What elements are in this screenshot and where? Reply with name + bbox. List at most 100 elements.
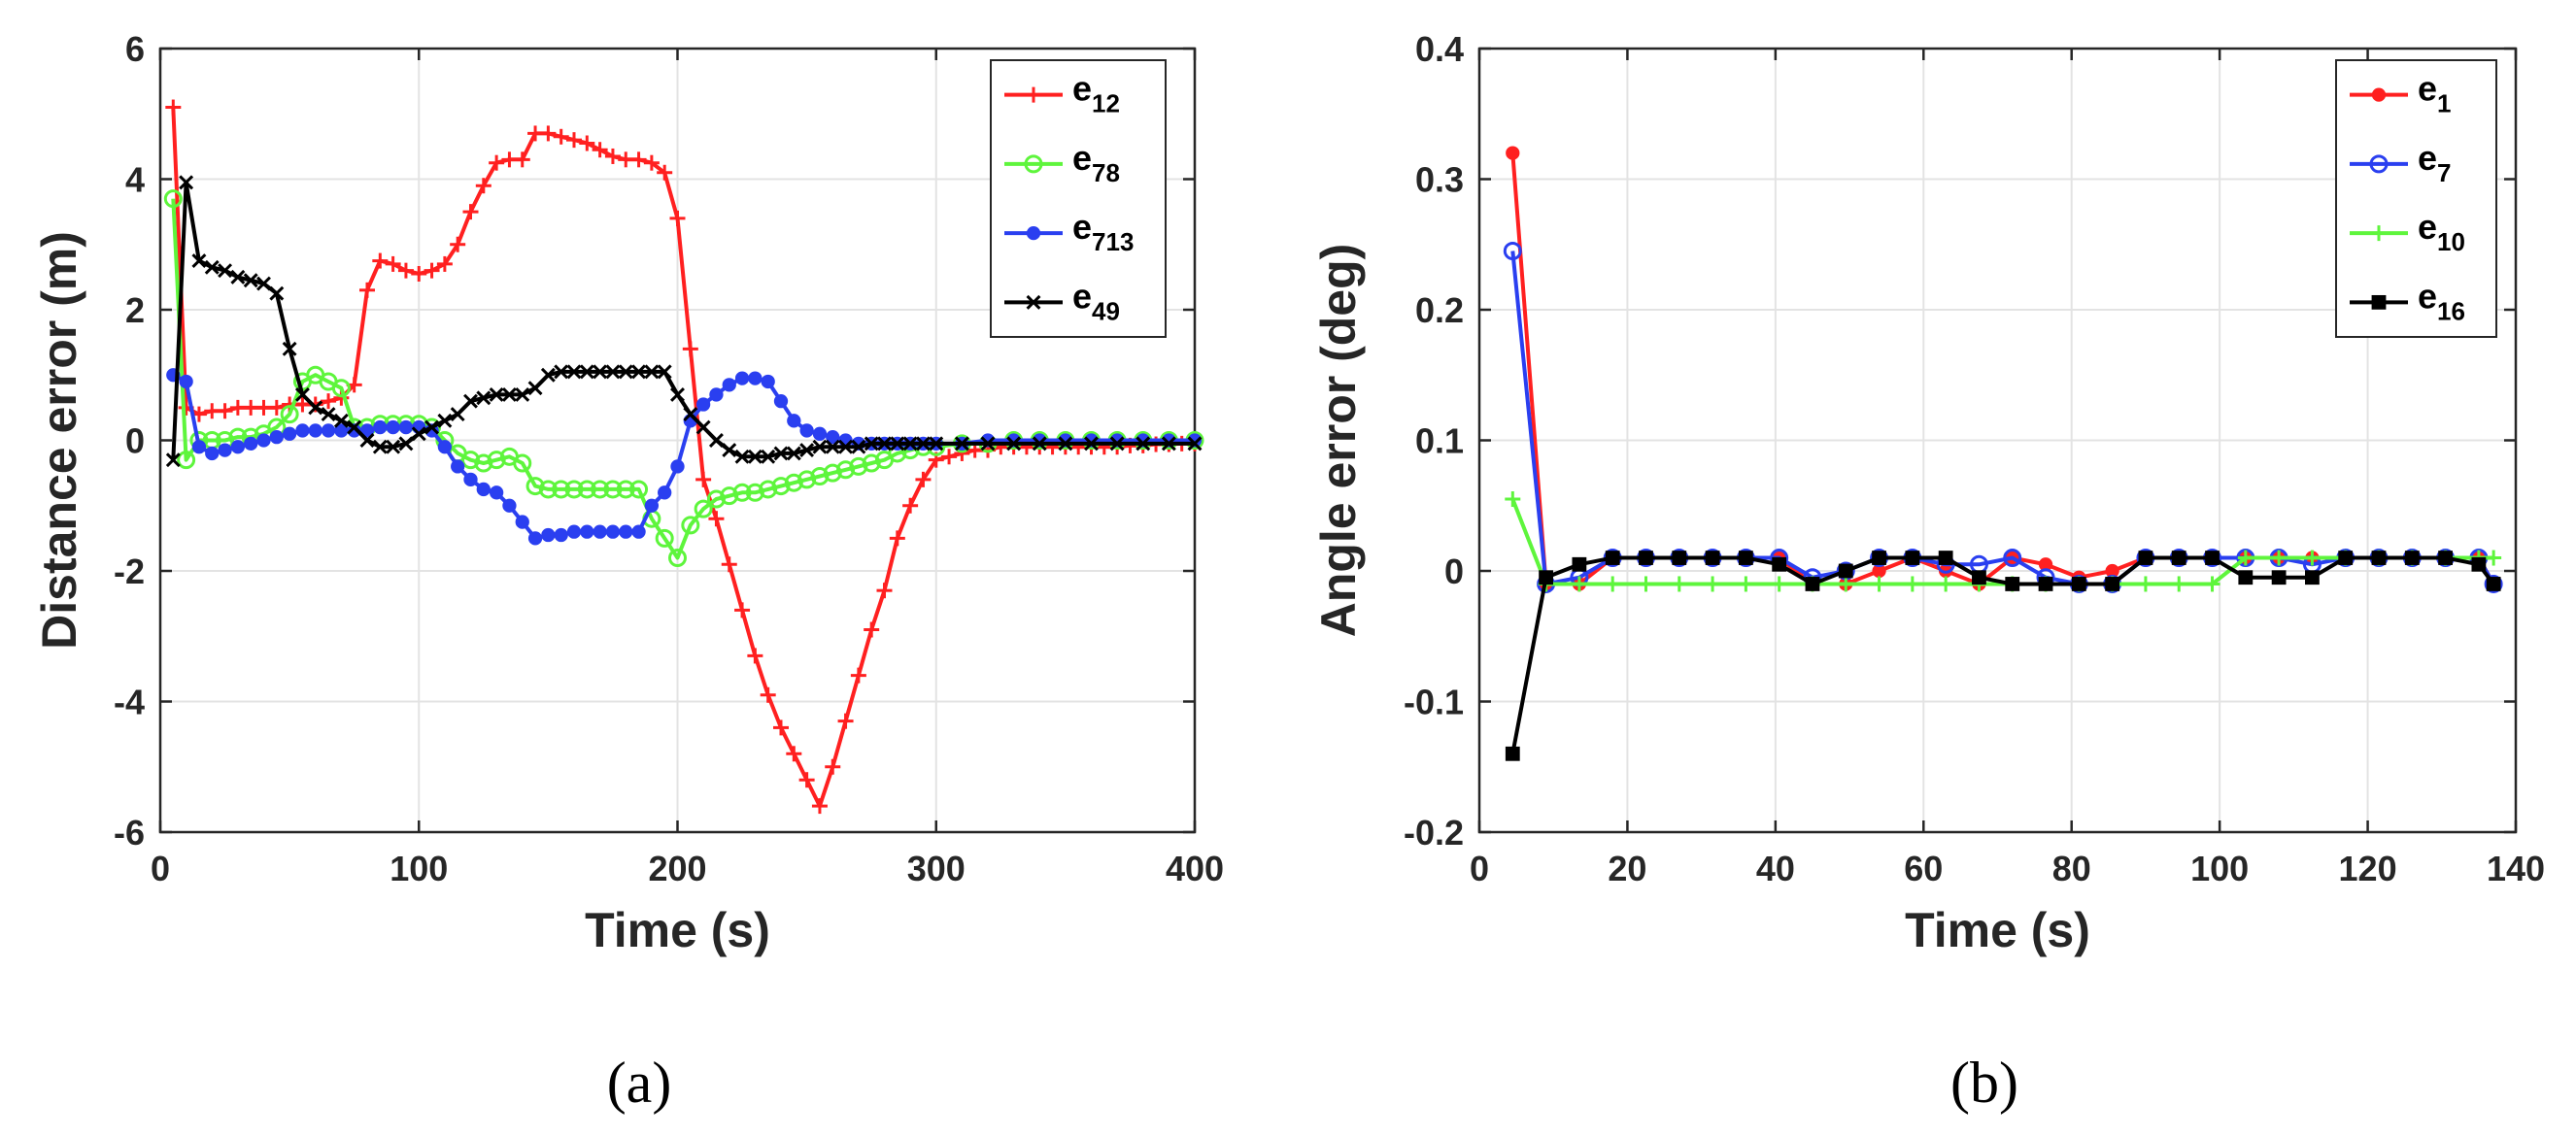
data-point-e12	[941, 449, 958, 465]
data-point-e713	[451, 459, 465, 474]
x-tick-label: 200	[648, 849, 706, 888]
data-point-e713	[541, 527, 556, 543]
legend-marker	[1026, 86, 1041, 103]
y-tick-label: -2	[114, 552, 145, 591]
data-point-e12	[721, 556, 737, 573]
data-point-e12	[436, 255, 453, 272]
data-point-e713	[205, 446, 220, 461]
data-point-e12	[489, 154, 505, 171]
data-point-e49	[890, 436, 905, 451]
data-point-e49	[411, 426, 426, 442]
data-point-e12	[837, 713, 854, 729]
data-point-e12	[424, 262, 440, 279]
data-point-e16	[2138, 551, 2153, 565]
data-point-e16	[1672, 551, 1687, 565]
data-point-e49	[1161, 436, 1176, 451]
data-point-e49	[527, 381, 543, 396]
data-point-e713	[515, 515, 529, 529]
data-point-e49	[670, 386, 685, 402]
data-point-e12	[553, 128, 569, 145]
x-tick-label: 400	[1166, 849, 1224, 888]
data-point-e49	[734, 449, 750, 464]
data-point-e713	[619, 524, 633, 539]
data-point-e713	[838, 433, 853, 448]
chart-a-ylabel: Distance error (m)	[32, 231, 86, 650]
data-point-e12	[811, 798, 828, 815]
data-point-e78	[177, 451, 196, 470]
chart-b-xlabel: Time (s)	[1905, 903, 2090, 957]
data-point-e713	[580, 524, 594, 539]
data-point-e10	[1771, 576, 1787, 592]
data-point-e49	[864, 436, 879, 451]
data-point-e12	[604, 148, 621, 164]
legend-label-subscript: 12	[1092, 89, 1120, 118]
legend-label-subscript: 10	[2437, 227, 2465, 256]
data-point-e12	[669, 210, 686, 226]
x-tick-label: 140	[2487, 849, 2545, 888]
data-point-e49	[683, 407, 698, 422]
data-point-e78	[655, 528, 674, 548]
data-point-e16	[2005, 577, 2020, 591]
data-point-e713	[695, 397, 711, 412]
data-point-e16	[1938, 551, 1953, 565]
data-point-e713	[256, 433, 271, 448]
data-point-e12	[747, 648, 763, 664]
data-point-e49	[1109, 436, 1125, 451]
data-point-e16	[1805, 577, 1820, 591]
data-point-e49	[243, 273, 258, 288]
data-point-e713	[398, 419, 414, 435]
data-point-e49	[515, 386, 530, 402]
data-point-e10	[1904, 576, 1920, 592]
data-point-e713	[463, 472, 478, 487]
data-point-e713	[734, 371, 750, 385]
data-point-e49	[773, 446, 789, 461]
data-point-e78	[771, 477, 791, 496]
data-point-e49	[554, 364, 569, 380]
data-point-e16	[1872, 551, 1886, 565]
chart-a-caption: (a)	[607, 1051, 672, 1115]
data-point-e713	[566, 524, 582, 539]
data-point-e78	[163, 189, 183, 209]
data-point-e49	[347, 419, 362, 435]
data-point-e10	[2204, 576, 2220, 592]
data-point-e12	[864, 621, 880, 638]
data-point-e49	[1084, 436, 1099, 451]
y-tick-label: -0.2	[1404, 813, 1464, 853]
data-point-e12	[915, 471, 932, 487]
data-point-e10	[1938, 576, 1954, 592]
data-point-e713	[761, 374, 775, 389]
chart-a-distance-error: 0 100 200 300 400 -6 -4 -2 0 2 4 6 Time (s) Distance …	[32, 29, 1224, 1115]
data-point-e16	[2338, 551, 2354, 565]
series-e49	[165, 175, 1203, 468]
data-point-e49	[359, 433, 375, 448]
data-point-e49	[179, 175, 194, 190]
data-point-e49	[902, 436, 918, 451]
data-point-e78	[461, 451, 480, 470]
data-point-e49	[593, 364, 608, 380]
data-point-e1	[1506, 146, 1520, 160]
series-line-e49	[171, 180, 1195, 460]
data-point-e16	[1705, 551, 1720, 565]
data-point-e713	[437, 440, 453, 454]
data-point-e78	[797, 470, 817, 489]
data-point-e78	[280, 405, 299, 424]
data-point-e49	[825, 439, 840, 454]
data-point-e49	[618, 364, 633, 380]
data-point-e78	[706, 489, 726, 509]
legend-marker	[1024, 154, 1043, 174]
data-point-e10	[2237, 550, 2254, 566]
data-point-e49	[877, 436, 892, 451]
data-point-e78	[487, 451, 506, 470]
data-point-e12	[643, 154, 660, 171]
chart-b-ylabel: Angle error (deg)	[1311, 244, 1366, 638]
data-point-e713	[748, 371, 763, 385]
data-point-e49	[708, 433, 724, 448]
data-point-e49	[657, 364, 672, 380]
data-point-e49	[838, 439, 854, 454]
data-point-e12	[825, 758, 841, 775]
x-tick-label: 100	[2190, 849, 2249, 888]
data-point-e49	[1135, 436, 1151, 451]
data-point-e16	[1838, 563, 1853, 579]
data-point-e713	[321, 423, 336, 438]
data-point-e78	[616, 480, 635, 499]
